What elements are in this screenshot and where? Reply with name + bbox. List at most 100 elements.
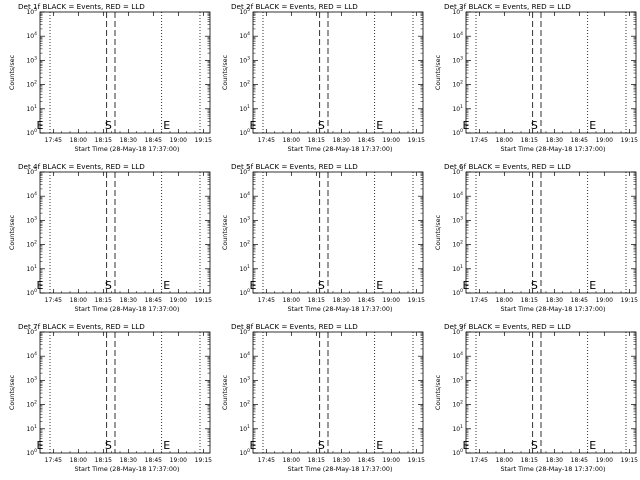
- y-axis-label: Counts/sec: [8, 374, 16, 410]
- event-marker-label: S: [318, 439, 325, 452]
- x-tick-label: 19:15: [408, 457, 425, 464]
- x-tick-label: 19:00: [170, 457, 187, 464]
- y-tick-label: 105: [452, 167, 463, 176]
- y-tick-label: 102: [452, 400, 463, 409]
- x-tick-label: 18:45: [571, 297, 588, 304]
- y-tick-label: 104: [26, 191, 37, 200]
- x-tick-label: 18:30: [546, 457, 563, 464]
- x-tick-label: 19:15: [621, 297, 638, 304]
- y-tick-label: 105: [26, 167, 37, 176]
- x-tick-label: 19:15: [195, 457, 212, 464]
- y-axis-label: Counts/sec: [221, 54, 229, 90]
- x-tick-label: 17:45: [471, 297, 488, 304]
- y-axis-label: Counts/sec: [221, 214, 229, 250]
- detector-panel-6: Det 6f BLACK = Events, RED = LLD 100 101 10…: [426, 160, 639, 320]
- rate-chart: Det 4f BLACK = Events, RED = LLD 100 101 10…: [8, 162, 212, 313]
- y-tick-label: 105: [239, 327, 250, 336]
- chart-title: Det 2f BLACK = Events, RED = LLD: [231, 2, 358, 11]
- plot-frame: [465, 11, 637, 134]
- y-tick-label: 103: [452, 215, 463, 224]
- event-marker-label: E: [250, 439, 257, 452]
- event-marker-label: E: [163, 119, 170, 132]
- chart-title: Det 3f BLACK = Events, RED = LLD: [444, 2, 571, 11]
- x-tick-label: 19:00: [383, 457, 400, 464]
- event-marker-label: E: [250, 119, 257, 132]
- x-tick-label: 18:15: [521, 297, 538, 304]
- x-tick-label: 19:00: [170, 137, 187, 144]
- x-tick-label: 18:00: [70, 457, 87, 464]
- y-tick-label: 105: [239, 167, 250, 176]
- x-tick-label: 19:00: [170, 297, 187, 304]
- x-tick-label: 18:00: [496, 457, 513, 464]
- x-tick-label: 18:15: [95, 297, 112, 304]
- rate-chart: Det 7f BLACK = Events, RED = LLD 100 101 10…: [8, 322, 212, 473]
- x-tick-label: 17:45: [471, 457, 488, 464]
- x-axis-label: Start Time (28-May-18 17:37:00): [500, 145, 605, 153]
- y-tick-label: 104: [239, 191, 250, 200]
- event-marker-label: E: [37, 279, 44, 292]
- y-tick-label: 100: [239, 448, 250, 457]
- event-marker-label: E: [163, 439, 170, 452]
- x-tick-label: 17:45: [45, 297, 62, 304]
- x-tick-label: 18:30: [546, 137, 563, 144]
- y-tick-label: 105: [26, 7, 37, 16]
- y-tick-label: 100: [452, 288, 463, 297]
- rate-chart: Det 9f BLACK = Events, RED = LLD 100 101 10…: [434, 322, 638, 473]
- y-tick-label: 102: [239, 240, 250, 249]
- y-tick-label: 102: [452, 80, 463, 89]
- x-tick-label: 18:30: [333, 297, 350, 304]
- x-tick-label: 18:30: [333, 457, 350, 464]
- event-marker-label: E: [37, 439, 44, 452]
- y-tick-label: 104: [26, 351, 37, 360]
- x-tick-label: 18:45: [145, 137, 162, 144]
- x-tick-label: 18:15: [521, 457, 538, 464]
- y-tick-label: 101: [239, 104, 250, 113]
- event-marker-label: E: [589, 279, 596, 292]
- event-marker-label: S: [531, 279, 538, 292]
- x-tick-label: 19:15: [195, 137, 212, 144]
- detector-panel-9: Det 9f BLACK = Events, RED = LLD 100 101 10…: [426, 320, 639, 480]
- event-marker-label: S: [105, 119, 112, 132]
- x-tick-label: 19:15: [621, 137, 638, 144]
- y-tick-label: 102: [26, 400, 37, 409]
- chart-title: Det 5f BLACK = Events, RED = LLD: [231, 162, 358, 171]
- y-axis-label: Counts/sec: [434, 374, 442, 410]
- event-marker-label: E: [589, 119, 596, 132]
- event-marker-label: S: [105, 279, 112, 292]
- x-tick-label: 19:00: [596, 457, 613, 464]
- x-tick-label: 18:45: [358, 137, 375, 144]
- detector-panel-1: Det 1f BLACK = Events, RED = LLD 100 101 10…: [0, 0, 213, 160]
- event-marker-label: S: [318, 119, 325, 132]
- y-tick-label: 100: [26, 288, 37, 297]
- detector-panel-4: Det 4f BLACK = Events, RED = LLD 100 101 10…: [0, 160, 213, 320]
- y-tick-label: 104: [26, 31, 37, 40]
- x-tick-label: 18:00: [496, 297, 513, 304]
- x-tick-label: 18:00: [283, 137, 300, 144]
- chart-title: Det 6f BLACK = Events, RED = LLD: [444, 162, 571, 171]
- x-tick-label: 17:45: [258, 297, 275, 304]
- y-tick-label: 101: [26, 104, 37, 113]
- chart-title: Det 9f BLACK = Events, RED = LLD: [444, 322, 571, 331]
- y-tick-label: 103: [26, 215, 37, 224]
- y-axis-label: Counts/sec: [221, 374, 229, 410]
- x-axis-label: Start Time (28-May-18 17:37:00): [500, 465, 605, 473]
- y-tick-label: 101: [239, 424, 250, 433]
- x-tick-label: 18:45: [571, 457, 588, 464]
- x-tick-label: 18:15: [95, 457, 112, 464]
- event-marker-label: E: [37, 119, 44, 132]
- x-tick-label: 19:00: [383, 137, 400, 144]
- plot-frame: [252, 331, 424, 454]
- detector-panel-3: Det 3f BLACK = Events, RED = LLD 100 101 10…: [426, 0, 639, 160]
- y-tick-label: 104: [239, 351, 250, 360]
- plot-frame: [39, 331, 211, 454]
- y-axis-label: Counts/sec: [434, 214, 442, 250]
- y-tick-label: 100: [239, 288, 250, 297]
- y-tick-label: 101: [452, 424, 463, 433]
- rate-chart: Det 6f BLACK = Events, RED = LLD 100 101 10…: [434, 162, 638, 313]
- rate-chart: Det 2f BLACK = Events, RED = LLD 100 101 10…: [221, 2, 425, 153]
- x-tick-label: 19:00: [383, 297, 400, 304]
- detector-panel-8: Det 8f BLACK = Events, RED = LLD 100 101 10…: [213, 320, 426, 480]
- y-tick-label: 100: [452, 448, 463, 457]
- chart-title: Det 1f BLACK = Events, RED = LLD: [18, 2, 145, 11]
- rate-chart: Det 8f BLACK = Events, RED = LLD 100 101 10…: [221, 322, 425, 473]
